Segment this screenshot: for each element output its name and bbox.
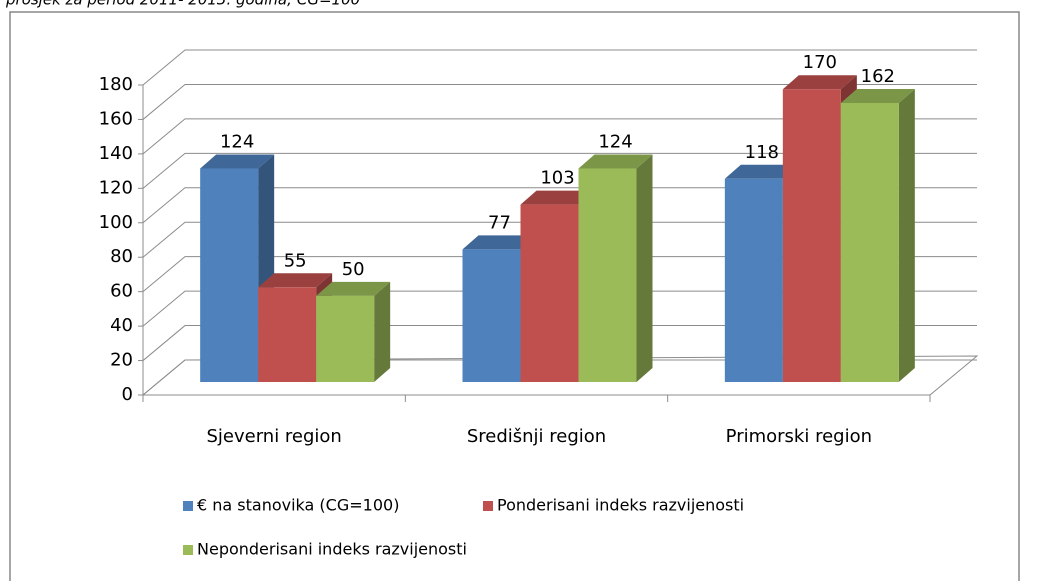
legend-label: € na stanovika (CG=100): [197, 496, 399, 515]
data-label: 50: [342, 259, 365, 280]
bar: [520, 204, 579, 382]
grid-line: [142, 290, 977, 327]
legend-swatch: [183, 501, 193, 511]
y-tick-label: 40: [110, 315, 133, 336]
grid-line: [142, 83, 977, 120]
bar-top: [200, 154, 275, 169]
bar: [316, 295, 375, 382]
data-label: 170: [803, 52, 837, 73]
legend-swatch: [183, 545, 193, 555]
grid-line: [142, 325, 977, 361]
data-label: 124: [220, 131, 254, 152]
bar-side: [374, 281, 391, 382]
y-tick-label: 120: [99, 177, 133, 198]
bar-top: [520, 190, 595, 205]
y-tick-label: 100: [99, 212, 133, 233]
y-tick-label: 180: [99, 74, 133, 95]
grid-line: [142, 359, 977, 396]
chart-subtitle: prosjek za period 2011- 2013. godina; CG…: [5, 0, 360, 9]
y-tick-label: 60: [110, 281, 133, 302]
y-tick-label: 20: [110, 350, 133, 371]
bar: [724, 178, 783, 382]
grid-line: [142, 152, 977, 189]
bar-top: [782, 75, 857, 90]
bar: [462, 249, 521, 382]
bar: [200, 168, 259, 382]
legend-swatch: [483, 501, 493, 511]
grid-line: [142, 221, 977, 258]
y-tick-label: 80: [110, 246, 133, 267]
x-tick-label: Središnji region: [467, 426, 606, 447]
grid-line: [142, 187, 977, 224]
data-label: 162: [861, 66, 895, 87]
data-label: 118: [745, 142, 779, 163]
grid-line: [142, 49, 977, 86]
bar-side: [636, 154, 653, 382]
bar-top: [578, 154, 653, 169]
legend-label: Ponderisani indeks razvijenosti: [497, 496, 744, 515]
bar-top: [840, 89, 915, 103]
x-tick-label: Sjeverni region: [206, 426, 341, 447]
data-label: 124: [598, 131, 632, 152]
bar-side: [898, 89, 915, 382]
bar: [840, 103, 899, 382]
y-tick-label: 140: [99, 143, 133, 164]
chart-frame: [9, 11, 1020, 585]
legend-label: Neponderisani indeks razvijenosti: [197, 540, 467, 559]
y-tick-label: 0: [122, 384, 133, 405]
data-label: 55: [284, 250, 307, 271]
bar: [782, 89, 841, 382]
data-label: 77: [488, 212, 511, 233]
data-label: 103: [540, 168, 574, 189]
bar-top: [258, 273, 333, 288]
y-tick-label: 160: [99, 108, 133, 129]
bar: [578, 168, 637, 382]
bar-top: [724, 164, 799, 179]
x-tick-label: Primorski region: [726, 426, 872, 447]
bar: [258, 287, 317, 382]
bar-top: [462, 235, 537, 250]
grid-line: [142, 118, 977, 155]
grid-line: [142, 256, 977, 293]
bar-top: [316, 281, 391, 296]
